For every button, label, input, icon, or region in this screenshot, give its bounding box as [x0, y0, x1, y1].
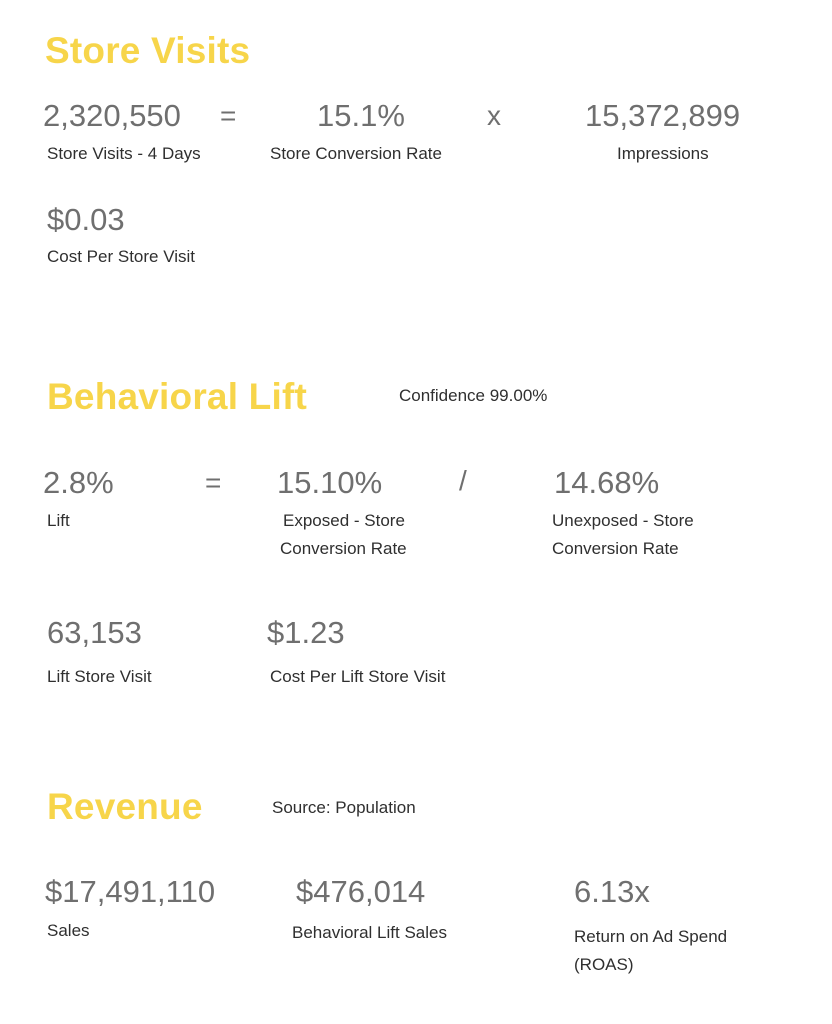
exposed-conversion-rate-label-line2: Conversion Rate [280, 539, 407, 558]
behavioral-lift-sales-label: Behavioral Lift Sales [292, 923, 447, 942]
roas-label-line1: Return on Ad Spend [574, 927, 728, 946]
exposed-conversion-rate-value: 15.10% [277, 465, 383, 500]
cost-per-store-visit-value: $0.03 [47, 202, 125, 237]
equals-operator: = [205, 467, 222, 498]
divide-operator: / [459, 465, 467, 496]
lift-store-visit-value: 63,153 [47, 615, 142, 650]
source-note: Source: Population [272, 798, 416, 817]
store-visits-label: Store Visits - 4 Days [47, 144, 201, 163]
multiply-operator: x [487, 100, 501, 131]
equals-operator: = [220, 100, 237, 131]
cost-per-store-visit-label: Cost Per Store Visit [47, 247, 196, 266]
cost-per-lift-store-visit-label: Cost Per Lift Store Visit [270, 667, 446, 686]
exposed-conversion-rate-label-line1: Exposed - Store [283, 511, 405, 530]
sales-label: Sales [47, 921, 90, 940]
behavioral-lift-heading: Behavioral Lift [47, 376, 307, 417]
roas-label-line2: (ROAS) [574, 955, 634, 974]
store-conversion-rate-value: 15.1% [317, 98, 405, 133]
lift-value: 2.8% [43, 465, 114, 500]
unexposed-conversion-rate-label-line1: Unexposed - Store [552, 511, 694, 530]
sales-value: $17,491,110 [45, 874, 216, 909]
lift-label: Lift [47, 511, 70, 530]
unexposed-conversion-rate-value: 14.68% [554, 465, 660, 500]
revenue-heading: Revenue [47, 786, 203, 827]
store-conversion-rate-label: Store Conversion Rate [270, 144, 442, 163]
unexposed-conversion-rate-label-line2: Conversion Rate [552, 539, 679, 558]
store-visits-value: 2,320,550 [43, 98, 181, 133]
cost-per-lift-store-visit-value: $1.23 [267, 615, 345, 650]
impressions-label: Impressions [617, 144, 709, 163]
roas-value: 6.13x [574, 874, 650, 909]
confidence-note: Confidence 99.00% [399, 386, 548, 405]
behavioral-lift-sales-value: $476,014 [296, 874, 426, 909]
impressions-value: 15,372,899 [585, 98, 741, 133]
store-visits-heading: Store Visits [45, 30, 251, 71]
lift-store-visit-label: Lift Store Visit [47, 667, 152, 686]
